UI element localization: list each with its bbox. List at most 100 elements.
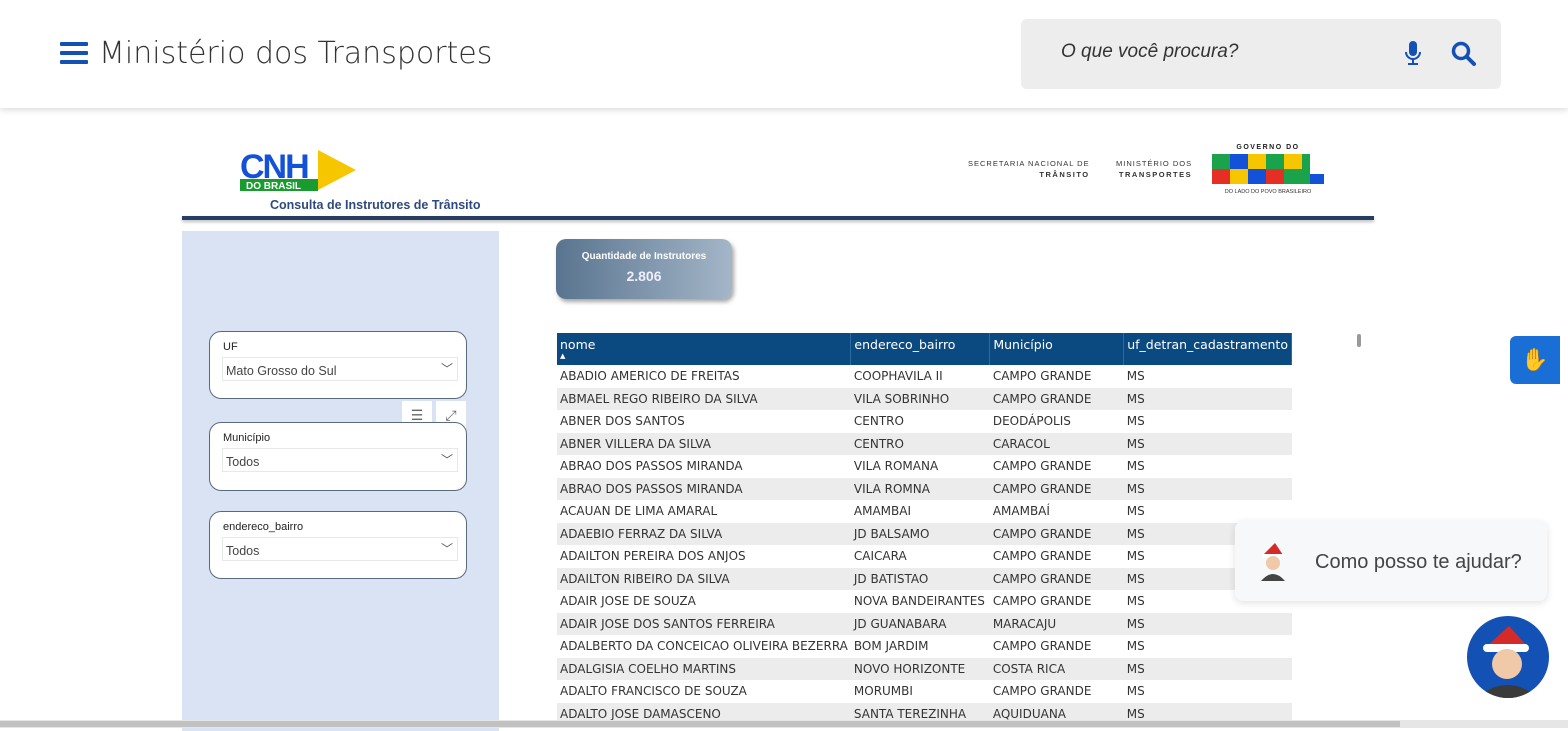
- table-row[interactable]: ABADIO AMERICO DE FREITAS COOPHAVILA II CA…: [557, 365, 1292, 388]
- table-cell: MS: [1123, 387, 1292, 410]
- kpi-label: Quantidade de Instrutores: [581, 251, 707, 262]
- table-cell: JD BALSAMO: [850, 522, 990, 545]
- column-header-label: Município: [993, 337, 1053, 352]
- chat-prompt[interactable]: Como posso te ajudar?: [1235, 521, 1547, 601]
- table-cell: CAMPO GRANDE: [989, 387, 1124, 410]
- table-row[interactable]: ADAIR JOSE DE SOUZA NOVA BANDEIRANTES CAMP…: [557, 590, 1292, 613]
- table-cell: CAMPO GRANDE: [992, 684, 1092, 699]
- table-cell: MS: [1123, 657, 1292, 680]
- table-row[interactable]: ADALGISIA COELHO MARTINS NOVO HORIZONTE CO…: [557, 657, 1292, 680]
- table-cell: MS: [1126, 639, 1145, 654]
- table-cell: ADALTO JOSE DAMASCENO: [557, 702, 851, 725]
- slicer-uf: UF Mato Grosso do Sul ﹀: [209, 331, 467, 399]
- table-cell: ADAEBIO FERRAZ DA SILVA: [557, 522, 851, 545]
- table-row[interactable]: ABRAO DOS PASSOS MIRANDA VILA ROMANA CAMPO…: [557, 455, 1292, 478]
- page-horizontal-scrollbar[interactable]: [0, 720, 1568, 728]
- uf-dropdown[interactable]: Mato Grosso do Sul ﹀: [222, 357, 458, 381]
- table-cell: ADAIR JOSE DE SOUZA: [560, 594, 696, 609]
- kpi-card: Quantidade de Instrutores 2.806: [556, 239, 732, 299]
- table-cell: JD BATISTAO: [850, 567, 990, 590]
- table-cell: JD GUANABARA: [850, 612, 990, 635]
- table-cell: VILA SOBRINHO: [850, 387, 990, 410]
- dropdown-value: Todos: [226, 544, 260, 558]
- slicer-label: UF: [223, 341, 238, 353]
- slicer-label: endereco_bairro: [223, 521, 304, 533]
- table-cell: CENTRO: [850, 432, 990, 455]
- column-header[interactable]: nome ▲: [557, 333, 852, 365]
- table-row[interactable]: ADAEBIO FERRAZ DA SILVA JD BALSAMO CAMPO G…: [557, 522, 1292, 545]
- table-cell: CAMPO GRANDE: [992, 549, 1092, 564]
- table-cell: CAICARA: [853, 549, 907, 564]
- table-cell: ADAILTON PEREIRA DOS ANJOS: [560, 549, 746, 564]
- search-icon[interactable]: [1451, 41, 1477, 67]
- table-cell: MS: [1126, 594, 1145, 609]
- table-cell: MS: [1126, 684, 1145, 699]
- table-cell: MS: [1126, 414, 1145, 429]
- accessibility-libras-button[interactable]: ✋: [1510, 336, 1560, 384]
- column-header-label: uf_detran_cadastramento: [1127, 337, 1288, 352]
- table-row[interactable]: ABNER DOS SANTOS CENTRO DEODÁPOLIS MS: [557, 410, 1292, 433]
- chatbot-avatar-button[interactable]: [1467, 616, 1549, 698]
- instructors-table: nome ▲ endereco_bairro Município uf_detran_c…: [557, 333, 1292, 725]
- table-cell: BOM JARDIM: [853, 639, 929, 654]
- site-header: Ministério dos Transportes: [0, 0, 1568, 108]
- table-row[interactable]: ADAIR JOSE DOS SANTOS FERREIRA JD GUANABA…: [557, 612, 1292, 635]
- chevron-down-icon: ﹀: [440, 453, 453, 467]
- search-input[interactable]: [1061, 41, 1381, 63]
- table-cell: ADAILTON RIBEIRO DA SILVA: [557, 567, 851, 590]
- table-cell: MS: [1126, 504, 1145, 519]
- svg-text:DO LADO DO POVO BRASILEIRO: DO LADO DO POVO BRASILEIRO: [1225, 189, 1312, 195]
- assistant-avatar-icon: [1261, 543, 1285, 581]
- municipio-dropdown[interactable]: Todos ﹀: [222, 448, 458, 472]
- table-row[interactable]: ABMAEL REGO RIBEIRO DA SILVA VILA SOBRINH…: [557, 387, 1292, 410]
- table-row[interactable]: ACAUAN DE LIMA AMARAL AMAMBAI AMAMBAÍ MS: [557, 500, 1292, 523]
- table-cell: DEODÁPOLIS: [992, 414, 1071, 429]
- column-header[interactable]: endereco_bairro: [850, 333, 991, 365]
- chevron-down-icon: ﹀: [440, 362, 453, 376]
- dropdown-value: Todos: [226, 455, 260, 469]
- slicer-bairro: endereco_bairro Todos ﹀: [209, 511, 467, 579]
- table-row[interactable]: ADALTO FRANCISCO DE SOUZA MORUMBI CAMPO GR…: [557, 680, 1292, 703]
- svg-text:DO BRASIL: DO BRASIL: [246, 181, 301, 192]
- filter-pane: ☰ ⤢ UF Mato Grosso do Sul ﹀ Município Tod…: [182, 231, 499, 731]
- table-cell: ADALGISIA COELHO MARTINS: [557, 657, 851, 680]
- table-cell: CAMPO GRANDE: [992, 459, 1092, 474]
- table-cell: MS: [1126, 369, 1145, 384]
- site-title[interactable]: Ministério dos Transportes: [99, 36, 493, 71]
- table-row[interactable]: ABNER VILLERA DA SILVA CENTRO CARACOL MS: [557, 432, 1292, 455]
- menu-icon[interactable]: [60, 42, 88, 64]
- table-cell: NOVA BANDEIRANTES: [853, 594, 985, 609]
- table-cell: COOPHAVILA II: [853, 369, 943, 384]
- table-cell: AMAMBAÍ: [992, 504, 1050, 519]
- kpi-value: 2.806: [626, 268, 662, 284]
- table-cell: NOVO HORIZONTE: [850, 657, 990, 680]
- table-cell: COSTA RICA: [989, 657, 1124, 680]
- report-subtitle: Consulta de Instrutores de Trânsito: [270, 198, 481, 212]
- table-cell: MS: [1126, 459, 1145, 474]
- sort-ascending-icon: ▲: [560, 352, 566, 360]
- table-cell: ABADIO AMERICO DE FREITAS: [560, 369, 740, 384]
- table-row[interactable]: ADAILTON RIBEIRO DA SILVA JD BATISTAO CAMP…: [557, 567, 1292, 590]
- microphone-icon[interactable]: [1405, 41, 1421, 67]
- column-header-label: endereco_bairro: [854, 337, 956, 352]
- table-row[interactable]: ADAILTON PEREIRA DOS ANJOS CAICARA CAMPO G…: [557, 545, 1292, 568]
- table-cell: CARACOL: [989, 432, 1124, 455]
- table-cell: MS: [1123, 477, 1292, 500]
- table-row[interactable]: ADALTO JOSE DAMASCENO SANTA TEREZINHA AQUI…: [557, 702, 1292, 725]
- dropdown-value: Mato Grosso do Sul: [226, 364, 337, 378]
- column-header-label: nome: [560, 337, 596, 352]
- table-scrollbar[interactable]: [1357, 334, 1361, 347]
- table-cell: CAMPO GRANDE: [989, 477, 1124, 500]
- bairro-dropdown[interactable]: Todos ﹀: [222, 537, 458, 561]
- table-cell: CAMPO GRANDE: [989, 567, 1124, 590]
- column-header[interactable]: uf_detran_cadastramento: [1123, 333, 1292, 365]
- table-cell: MORUMBI: [853, 684, 913, 699]
- header-divider: [182, 216, 1374, 220]
- table-row[interactable]: ADALBERTO DA CONCEICAO OLIVEIRA BEZERRA B…: [557, 635, 1292, 658]
- column-header[interactable]: Município: [989, 333, 1125, 365]
- table-cell: VILA ROMANA: [853, 459, 939, 474]
- cnh-logo: CNH DO BRASIL: [240, 148, 356, 192]
- table-cell: AQUIDUANA: [989, 702, 1124, 725]
- table-cell: VILA ROMNA: [850, 477, 990, 500]
- table-row[interactable]: ABRAO DOS PASSOS MIRANDA VILA ROMNA CAMPO …: [557, 477, 1292, 500]
